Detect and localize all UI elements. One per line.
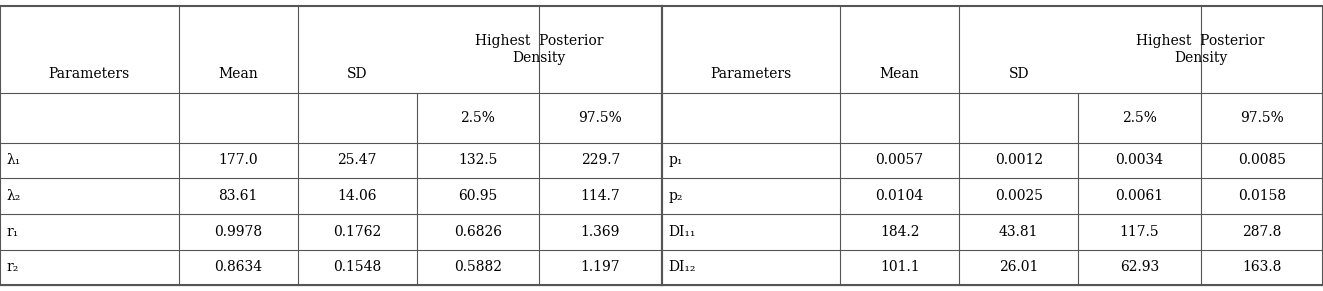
Text: p₂: p₂: [668, 189, 683, 203]
Text: Mean: Mean: [880, 67, 919, 81]
Text: 60.95: 60.95: [458, 189, 497, 203]
Text: 1.197: 1.197: [581, 260, 620, 274]
Text: 229.7: 229.7: [581, 153, 620, 167]
Text: 0.0158: 0.0158: [1238, 189, 1286, 203]
Text: 114.7: 114.7: [581, 189, 620, 203]
Text: Parameters: Parameters: [49, 67, 130, 81]
Text: 2.5%: 2.5%: [460, 111, 495, 125]
Text: p₁: p₁: [668, 153, 683, 167]
Text: 0.0061: 0.0061: [1115, 189, 1163, 203]
Text: 1.369: 1.369: [581, 225, 620, 239]
Text: 26.01: 26.01: [999, 260, 1039, 274]
Text: Highest  Posterior
Density: Highest Posterior Density: [475, 34, 603, 65]
Text: 0.1762: 0.1762: [333, 225, 381, 239]
Text: 101.1: 101.1: [880, 260, 919, 274]
Text: 97.5%: 97.5%: [1240, 111, 1283, 125]
Text: 0.0104: 0.0104: [876, 189, 923, 203]
Text: 0.9978: 0.9978: [214, 225, 262, 239]
Text: λ₂: λ₂: [7, 189, 21, 203]
Text: 14.06: 14.06: [337, 189, 377, 203]
Text: 0.1548: 0.1548: [333, 260, 381, 274]
Text: 287.8: 287.8: [1242, 225, 1282, 239]
Text: 0.0034: 0.0034: [1115, 153, 1163, 167]
Text: 0.0025: 0.0025: [995, 189, 1043, 203]
Text: 0.0085: 0.0085: [1238, 153, 1286, 167]
Text: Highest  Posterior
Density: Highest Posterior Density: [1136, 34, 1265, 65]
Text: 0.0012: 0.0012: [995, 153, 1043, 167]
Text: 2.5%: 2.5%: [1122, 111, 1156, 125]
Text: Mean: Mean: [218, 67, 258, 81]
Text: DI₁₁: DI₁₁: [668, 225, 696, 239]
Text: 0.6826: 0.6826: [454, 225, 501, 239]
Text: 97.5%: 97.5%: [578, 111, 622, 125]
Text: 43.81: 43.81: [999, 225, 1039, 239]
Text: r₁: r₁: [7, 225, 19, 239]
Text: 132.5: 132.5: [458, 153, 497, 167]
Text: λ₁: λ₁: [7, 153, 21, 167]
Text: 83.61: 83.61: [218, 189, 258, 203]
Text: SD: SD: [347, 67, 368, 81]
Text: 117.5: 117.5: [1119, 225, 1159, 239]
Text: 62.93: 62.93: [1119, 260, 1159, 274]
Text: SD: SD: [1008, 67, 1029, 81]
Text: 177.0: 177.0: [218, 153, 258, 167]
Text: Parameters: Parameters: [710, 67, 791, 81]
Text: 163.8: 163.8: [1242, 260, 1282, 274]
Text: 0.0057: 0.0057: [876, 153, 923, 167]
Text: 184.2: 184.2: [880, 225, 919, 239]
Text: DI₁₂: DI₁₂: [668, 260, 696, 274]
Text: 0.8634: 0.8634: [214, 260, 262, 274]
Text: 25.47: 25.47: [337, 153, 377, 167]
Text: r₂: r₂: [7, 260, 19, 274]
Text: 0.5882: 0.5882: [454, 260, 501, 274]
